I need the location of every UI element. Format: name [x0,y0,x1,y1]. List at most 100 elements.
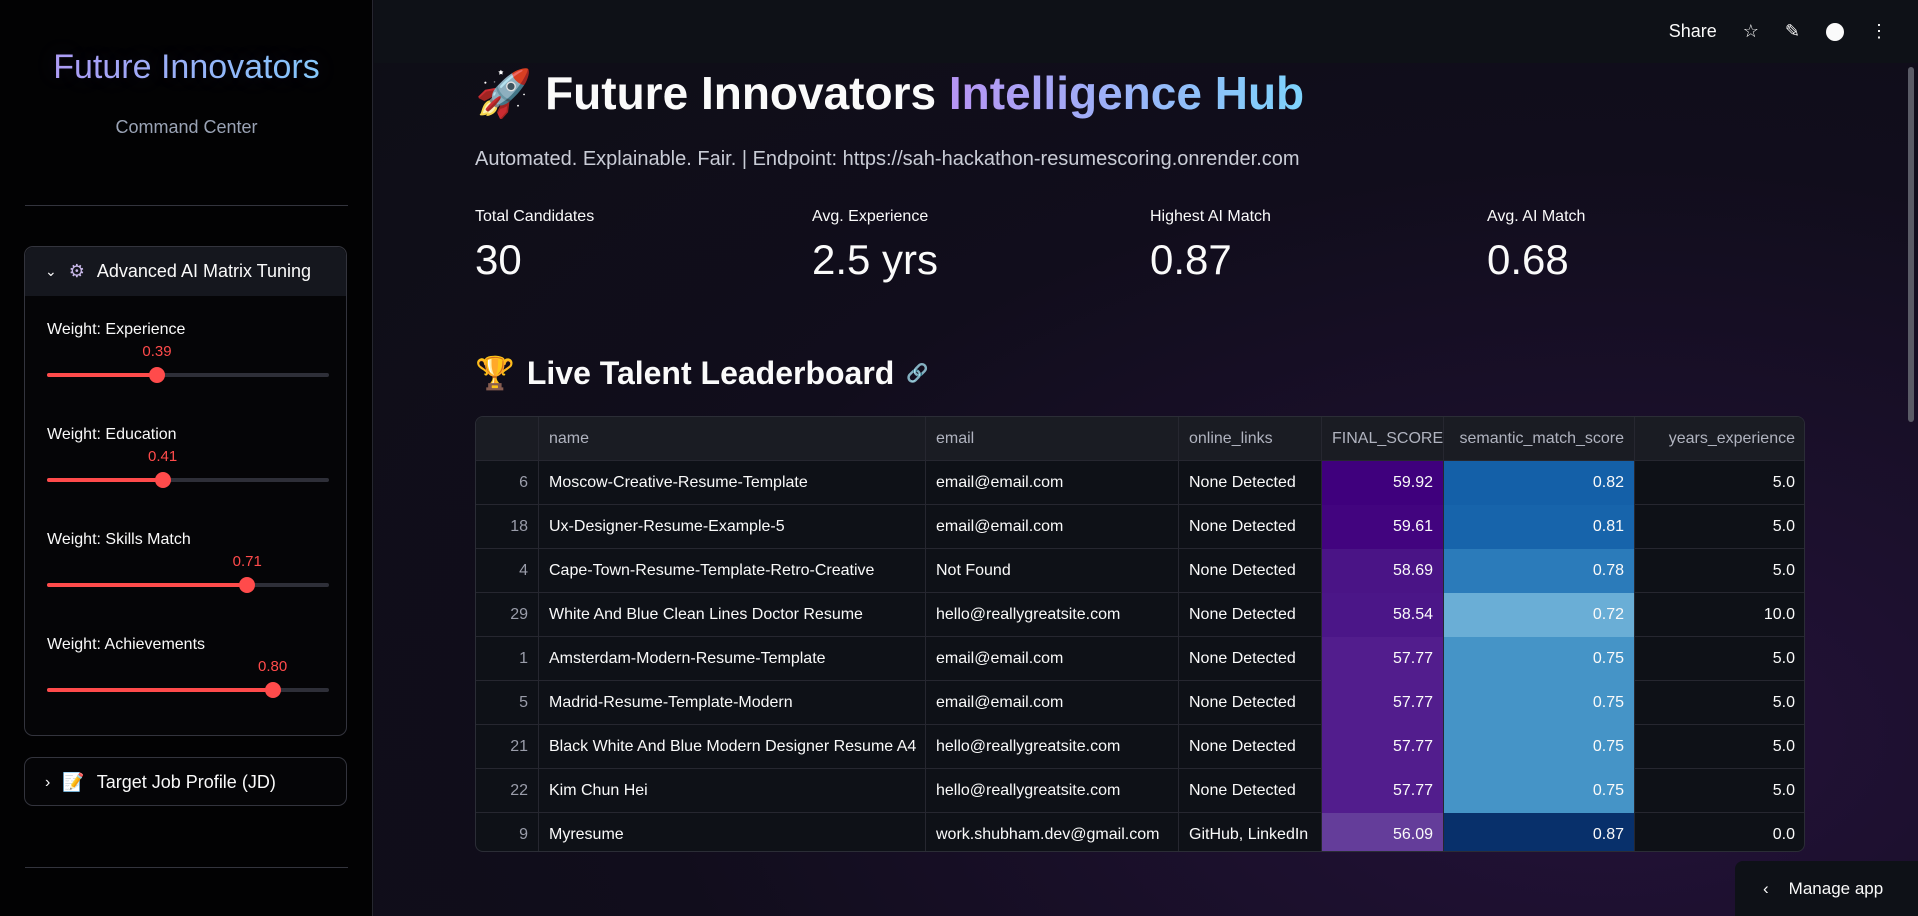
cell-idx: 1 [476,637,539,681]
cell-idx: 4 [476,549,539,593]
cell-name: Ux-Designer-Resume-Example-5 [539,505,926,549]
edit-icon[interactable]: ✎ [1784,21,1800,41]
metric: Avg. AI Match 0.68 [1487,208,1586,283]
rocket-icon: 🚀 [475,67,533,119]
top-toolbar: Share ☆ ✎ ⋮ [374,0,1918,63]
slider-value: 0.80 [257,658,288,675]
cell-email: email@email.com [926,637,1179,681]
cell-name: Moscow-Creative-Resume-Template [539,461,926,505]
column-header[interactable] [476,417,539,461]
slider-value: 0.71 [232,553,262,570]
slider-track[interactable] [47,367,329,383]
cell-email: work.shubham.dev@gmail.com [926,813,1179,851]
cell-links: None Detected [1179,725,1322,769]
cell-yrs: 0.0 [1635,813,1804,851]
cell-idx: 21 [476,725,539,769]
slider-track[interactable] [47,682,329,698]
table-row[interactable]: 1 Amsterdam-Modern-Resume-Template email@e… [476,637,1804,681]
divider [25,205,348,206]
weight-slider[interactable]: Weight: Achievements 0.80 [47,636,329,698]
cell-sem: 0.75 [1444,725,1635,769]
cell-name: Cape-Town-Resume-Template-Retro-Creative [539,549,926,593]
slider-value: 0.41 [148,448,178,465]
chevron-right-icon: › [45,773,51,791]
weight-slider[interactable]: Weight: Skills Match 0.71 [47,531,329,593]
scrollbar[interactable] [1908,67,1914,422]
expander-label: Advanced AI Matrix Tuning [96,261,311,281]
cell-email: email@email.com [926,681,1179,725]
cell-final: 57.77 [1322,681,1444,725]
trophy-icon: 🏆 [475,355,515,391]
cell-email: hello@reallygreatsite.com [926,725,1179,769]
cell-sem: 0.81 [1444,505,1635,549]
column-header[interactable]: years_experience [1635,417,1804,461]
slider-label: Weight: Skills Match [47,531,191,548]
chevron-left-icon: ‹ [1763,878,1769,898]
cell-sem: 0.75 [1444,637,1635,681]
cell-final: 58.69 [1322,549,1444,593]
slider-label: Weight: Education [47,426,177,443]
advanced-tuning-header[interactable]: ⌄ ⚙ Advanced AI Matrix Tuning [25,247,346,296]
table-row[interactable]: 29 White And Blue Clean Lines Doctor Resu… [476,593,1804,637]
leaderboard-table[interactable]: name email online_links FINAL_SCORE semantic… [475,416,1805,852]
column-header[interactable]: semantic_match_score [1444,417,1635,461]
cell-idx: 6 [476,461,539,505]
table-row[interactable]: 22 Kim Chun Hei hello@reallygreatsite.com N… [476,769,1804,813]
slider-thumb[interactable] [154,472,171,488]
slider-thumb[interactable] [148,367,165,383]
cell-final: 57.77 [1322,725,1444,769]
share-button[interactable]: Share [1668,21,1717,41]
cell-yrs: 5.0 [1635,549,1804,593]
cell-final: 58.54 [1322,593,1444,637]
cell-email: hello@reallygreatsite.com [926,769,1179,813]
cell-name: Kim Chun Hei [539,769,926,813]
cell-yrs: 5.0 [1635,505,1804,549]
column-header[interactable]: FINAL_SCORE [1322,417,1444,461]
cell-final: 59.92 [1322,461,1444,505]
table-row[interactable]: 5 Madrid-Resume-Template-Modern email@emai… [476,681,1804,725]
cell-email: email@email.com [926,461,1179,505]
slider-thumb[interactable] [239,577,256,593]
github-icon[interactable] [1826,22,1844,41]
table-row[interactable]: 6 Moscow-Creative-Resume-Template email@em… [476,461,1804,505]
cell-links: None Detected [1179,769,1322,813]
weight-slider[interactable]: Weight: Experience 0.39 [47,321,329,383]
slider-track[interactable] [47,472,329,488]
cell-links: None Detected [1179,637,1322,681]
table-row[interactable]: 4 Cape-Town-Resume-Template-Retro-Creativ… [476,549,1804,593]
target-job-expander[interactable]: › 📝 Target Job Profile (JD) [24,757,347,806]
sidebar-subtitle: Command Center [115,117,258,137]
cell-idx: 29 [476,593,539,637]
cell-idx: 22 [476,769,539,813]
column-header[interactable]: email [926,417,1179,461]
slider-label: Weight: Achievements [47,636,206,653]
advanced-tuning-expander: ⌄ ⚙ Advanced AI Matrix Tuning Weight: Ex… [24,246,347,736]
cell-name: Black White And Blue Modern Designer Res… [539,725,926,769]
star-icon[interactable]: ☆ [1742,21,1759,41]
table-row[interactable]: 18 Ux-Designer-Resume-Example-5 email@emai… [476,505,1804,549]
cell-name: White And Blue Clean Lines Doctor Resume [539,593,926,637]
divider [25,867,348,868]
slider-track[interactable] [47,577,329,593]
cell-links: None Detected [1179,593,1322,637]
cell-email: Not Found [926,549,1179,593]
cell-sem: 0.72 [1444,593,1635,637]
more-menu-icon[interactable]: ⋮ [1870,21,1888,41]
table-row[interactable]: 21 Black White And Blue Modern Designer R… [476,725,1804,769]
column-header[interactable]: online_links [1179,417,1322,461]
slider-thumb[interactable] [264,682,281,698]
cell-yrs: 5.0 [1635,769,1804,813]
table-row[interactable]: 9 Myresume work.shubham.dev@gmail.com GitHu… [476,813,1804,851]
column-header[interactable]: name [539,417,926,461]
link-icon[interactable]: 🔗 [906,362,929,383]
manage-app-button[interactable]: ‹ Manage app [1735,861,1918,916]
cell-final: 56.09 [1322,813,1444,851]
cell-final: 59.61 [1322,505,1444,549]
cell-idx: 9 [476,813,539,851]
cell-links: None Detected [1179,505,1322,549]
cell-name: Myresume [539,813,926,851]
weight-slider[interactable]: Weight: Education 0.41 [47,426,329,488]
cell-email: email@email.com [926,505,1179,549]
cell-yrs: 5.0 [1635,637,1804,681]
cell-links: None Detected [1179,681,1322,725]
